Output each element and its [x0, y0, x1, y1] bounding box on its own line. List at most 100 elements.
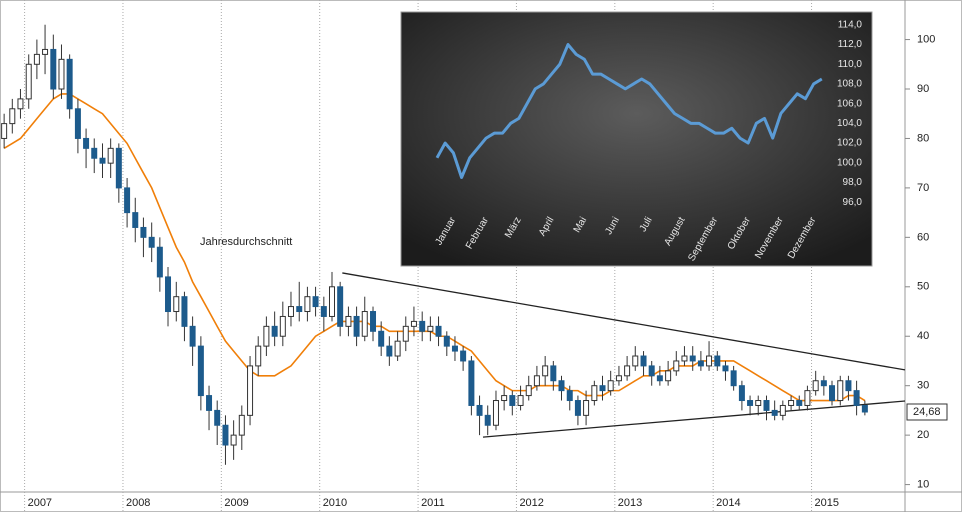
candle-body [91, 147, 98, 159]
candle-body [845, 380, 852, 392]
candle-body [648, 365, 655, 377]
candle-body [370, 311, 377, 332]
candle-body [402, 325, 409, 342]
candle-body [607, 380, 614, 392]
trend-line [342, 272, 906, 371]
candle-body [829, 385, 836, 402]
candle-body [574, 400, 581, 416]
candle-body [706, 355, 713, 367]
inset-y-tick-label: 112,0 [838, 39, 863, 50]
candle-body [279, 315, 286, 337]
candle-body [410, 320, 417, 327]
inset-y-tick-label: 102,0 [837, 138, 862, 149]
y-tick-label: 60 [917, 231, 929, 243]
x-tick-label: 2008 [126, 497, 150, 509]
candle-body [435, 325, 442, 337]
candle-body [468, 360, 475, 406]
inset-y-tick-label: 104,0 [837, 118, 862, 129]
candle-body [33, 53, 40, 65]
candle-body [230, 434, 237, 446]
candle-body [394, 340, 401, 357]
candle-body [304, 296, 311, 313]
candle-body [312, 296, 319, 308]
candle-body [509, 395, 516, 406]
x-tick-label: 2015 [815, 497, 839, 509]
x-tick-label: 2013 [618, 497, 642, 509]
inset-y-tick-label: 108,0 [837, 79, 862, 90]
candle-body [58, 58, 65, 90]
trend-line [482, 400, 906, 438]
candle-body [812, 380, 819, 392]
candle-body [558, 380, 565, 392]
candle-body [837, 380, 844, 402]
candle-body [83, 137, 90, 149]
candle-body [427, 325, 434, 332]
candle-body [328, 286, 335, 317]
candle-body [517, 395, 524, 406]
candle-body [386, 345, 393, 357]
candle-body [148, 236, 155, 248]
candle-body [656, 375, 663, 382]
candle-body [484, 414, 491, 426]
y-tick-label: 100 [917, 33, 935, 45]
moving-average-line [3, 93, 866, 402]
candle-body [542, 365, 549, 377]
candle-body [624, 365, 631, 377]
candle-body [132, 212, 139, 228]
candle-body [566, 390, 573, 402]
inset-y-tick-label: 100,0 [837, 157, 862, 168]
candle-body [206, 395, 213, 411]
candle-body [796, 400, 803, 406]
candle-body [820, 380, 827, 387]
candle-body [238, 414, 245, 436]
candle-body [599, 385, 606, 392]
y-tick-label: 30 [917, 380, 929, 392]
x-tick-label: 2007 [28, 497, 52, 509]
candle-body [615, 375, 622, 382]
last-price-label: 24,68 [913, 406, 941, 418]
x-tick-label: 2012 [519, 497, 543, 509]
candle-body [263, 325, 270, 347]
candle-body [1, 123, 8, 139]
candle-body [189, 325, 196, 347]
candle-body [640, 355, 647, 367]
y-tick-label: 80 [917, 132, 929, 144]
x-tick-label: 2010 [323, 497, 347, 509]
candle-body [337, 286, 344, 327]
candle-body [476, 404, 483, 416]
inset-y-tick-label: 98,0 [843, 177, 863, 188]
candle-body [451, 345, 458, 352]
candle-body [665, 370, 672, 382]
candle-body [124, 187, 131, 214]
candle-body [173, 296, 180, 313]
candle-body [25, 63, 32, 100]
candle-body [255, 345, 262, 367]
candle-body [755, 400, 762, 406]
inset-y-tick-label: 114,0 [838, 19, 863, 30]
candle-body [197, 345, 204, 397]
candle-body [533, 375, 540, 387]
candle-body [722, 365, 729, 372]
candle-body [747, 400, 754, 406]
candle-body [74, 108, 81, 139]
candle-body [181, 296, 188, 327]
candle-body [353, 315, 360, 337]
candle-body [714, 355, 721, 367]
candle-body [361, 311, 368, 337]
candle-body [378, 330, 385, 347]
inset-y-tick-label: 96,0 [843, 197, 863, 208]
candle-body [165, 276, 172, 313]
candle-body [763, 400, 770, 411]
candle-body [345, 315, 352, 327]
x-tick-label: 2014 [716, 497, 740, 509]
candle-body [779, 404, 786, 416]
candle-body [673, 360, 680, 372]
y-tick-label: 20 [917, 429, 929, 441]
candle-body [443, 335, 450, 347]
inset-y-tick-label: 106,0 [837, 98, 862, 109]
last-price-box [906, 403, 948, 421]
y-tick-label: 50 [917, 281, 929, 293]
candle-body [320, 306, 327, 317]
candle-body [115, 147, 122, 189]
